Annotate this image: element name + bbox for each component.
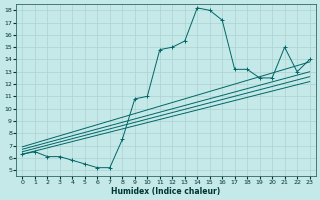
X-axis label: Humidex (Indice chaleur): Humidex (Indice chaleur)	[111, 187, 221, 196]
